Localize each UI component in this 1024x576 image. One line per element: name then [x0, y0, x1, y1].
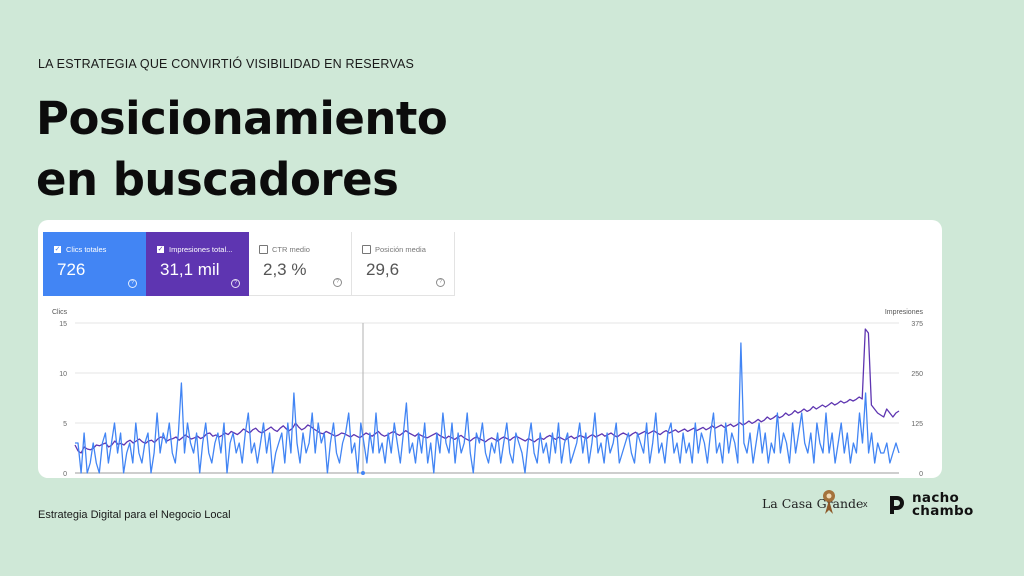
- help-icon[interactable]: ?: [231, 279, 240, 288]
- checkbox-unchecked-icon[interactable]: [259, 245, 268, 254]
- left-axis-tick-label: 5: [63, 421, 67, 428]
- brand-word-2: chambo: [912, 503, 974, 519]
- right-axis-title: Impresiones: [884, 309, 923, 316]
- slide-eyebrow: LA ESTRATEGIA QUE CONVIRTIÓ VISIBILIDAD …: [38, 57, 415, 71]
- hover-cursor-point: [361, 471, 365, 475]
- left-axis-title: Clics: [52, 309, 68, 316]
- brand-separator: x: [863, 499, 868, 509]
- metric-card-ctr[interactable]: CTR medio 2,3 % ?: [249, 232, 352, 296]
- nacho-chambo-logo-icon: [890, 496, 904, 514]
- search-console-screenshot: ✓ Clics totales 726 ? ✓ Impresiones total.…: [38, 220, 942, 478]
- help-icon[interactable]: ?: [333, 278, 342, 287]
- series-line-clicks: [75, 342, 900, 474]
- right-axis-tick-label: 0: [919, 471, 923, 478]
- brand-la-casa-grande: La Casa Grande: [762, 496, 864, 511]
- help-icon[interactable]: ?: [128, 279, 137, 288]
- metric-label: Posición media: [375, 245, 426, 254]
- right-axis-tick-label: 375: [911, 321, 923, 328]
- metric-cards: ✓ Clics totales 726 ? ✓ Impresiones total.…: [43, 232, 455, 296]
- slide-title: Posicionamiento en buscadores: [36, 88, 448, 210]
- left-axis-tick-label: 15: [59, 321, 67, 328]
- metric-value: 726: [57, 260, 86, 279]
- slide-title-line-1: Posicionamiento: [36, 92, 448, 145]
- right-axis-tick-label: 125: [911, 421, 923, 428]
- crest-logo-icon: [823, 490, 835, 514]
- metric-label: Clics totales: [66, 245, 107, 254]
- metric-card-clicks[interactable]: ✓ Clics totales 726 ?: [43, 232, 146, 296]
- checkbox-checked-icon[interactable]: ✓: [156, 245, 165, 254]
- metric-card-impressions[interactable]: ✓ Impresiones total... 31,1 mil ?: [146, 232, 249, 296]
- brand-nacho-chambo: nacho chambo: [888, 490, 974, 519]
- performance-chart[interactable]: 15 375 10 250 5 125 0 0: [43, 232, 932, 478]
- footer-text: Estrategia Digital para el Negocio Local: [38, 509, 231, 521]
- brand-word-1: nacho: [912, 490, 960, 506]
- metric-value: 31,1 mil: [160, 260, 220, 279]
- checkbox-checked-icon[interactable]: ✓: [53, 245, 62, 254]
- metric-label: CTR medio: [272, 245, 310, 254]
- right-axis-tick-label: 250: [911, 371, 923, 378]
- metric-label: Impresiones total...: [169, 245, 233, 254]
- left-axis-tick-label: 10: [59, 371, 67, 378]
- checkbox-unchecked-icon[interactable]: [362, 245, 371, 254]
- slide-title-line-2: en buscadores: [36, 153, 399, 206]
- metric-value: 29,6: [366, 260, 400, 279]
- left-axis-tick-label: 0: [63, 471, 67, 478]
- metric-card-position[interactable]: Posición media 29,6 ?: [352, 232, 455, 296]
- performance-panel: ✓ Clics totales 726 ? ✓ Impresiones total.…: [43, 232, 932, 478]
- metric-value: 2,3 %: [263, 260, 307, 279]
- help-icon[interactable]: ?: [436, 278, 445, 287]
- series-line-impressions: [74, 328, 900, 454]
